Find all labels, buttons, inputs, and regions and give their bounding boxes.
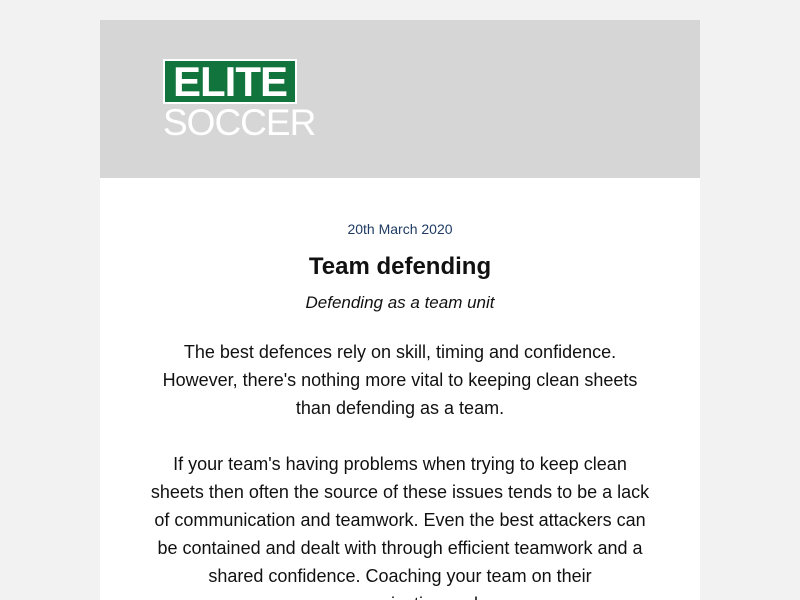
- article-content: 20th March 2020 Team defending Defending…: [100, 221, 700, 600]
- article-date: 20th March 2020: [347, 221, 453, 237]
- email-header: ELITE SOCCER: [100, 20, 700, 178]
- article-paragraph: The best defences rely on skill, timing …: [162, 342, 638, 418]
- article-title: Team defending: [308, 253, 492, 280]
- article-subtitle: Defending as a team unit: [305, 293, 495, 312]
- logo-word-soccer: SOCCER: [163, 102, 316, 143]
- logo-word-elite: ELITE: [163, 59, 297, 104]
- article-paragraph: If your team's having problems when tryi…: [150, 454, 650, 600]
- email-body: ELITE SOCCER 20th March 2020 Team defend…: [100, 20, 700, 600]
- elite-soccer-logo[interactable]: ELITE SOCCER: [163, 59, 316, 143]
